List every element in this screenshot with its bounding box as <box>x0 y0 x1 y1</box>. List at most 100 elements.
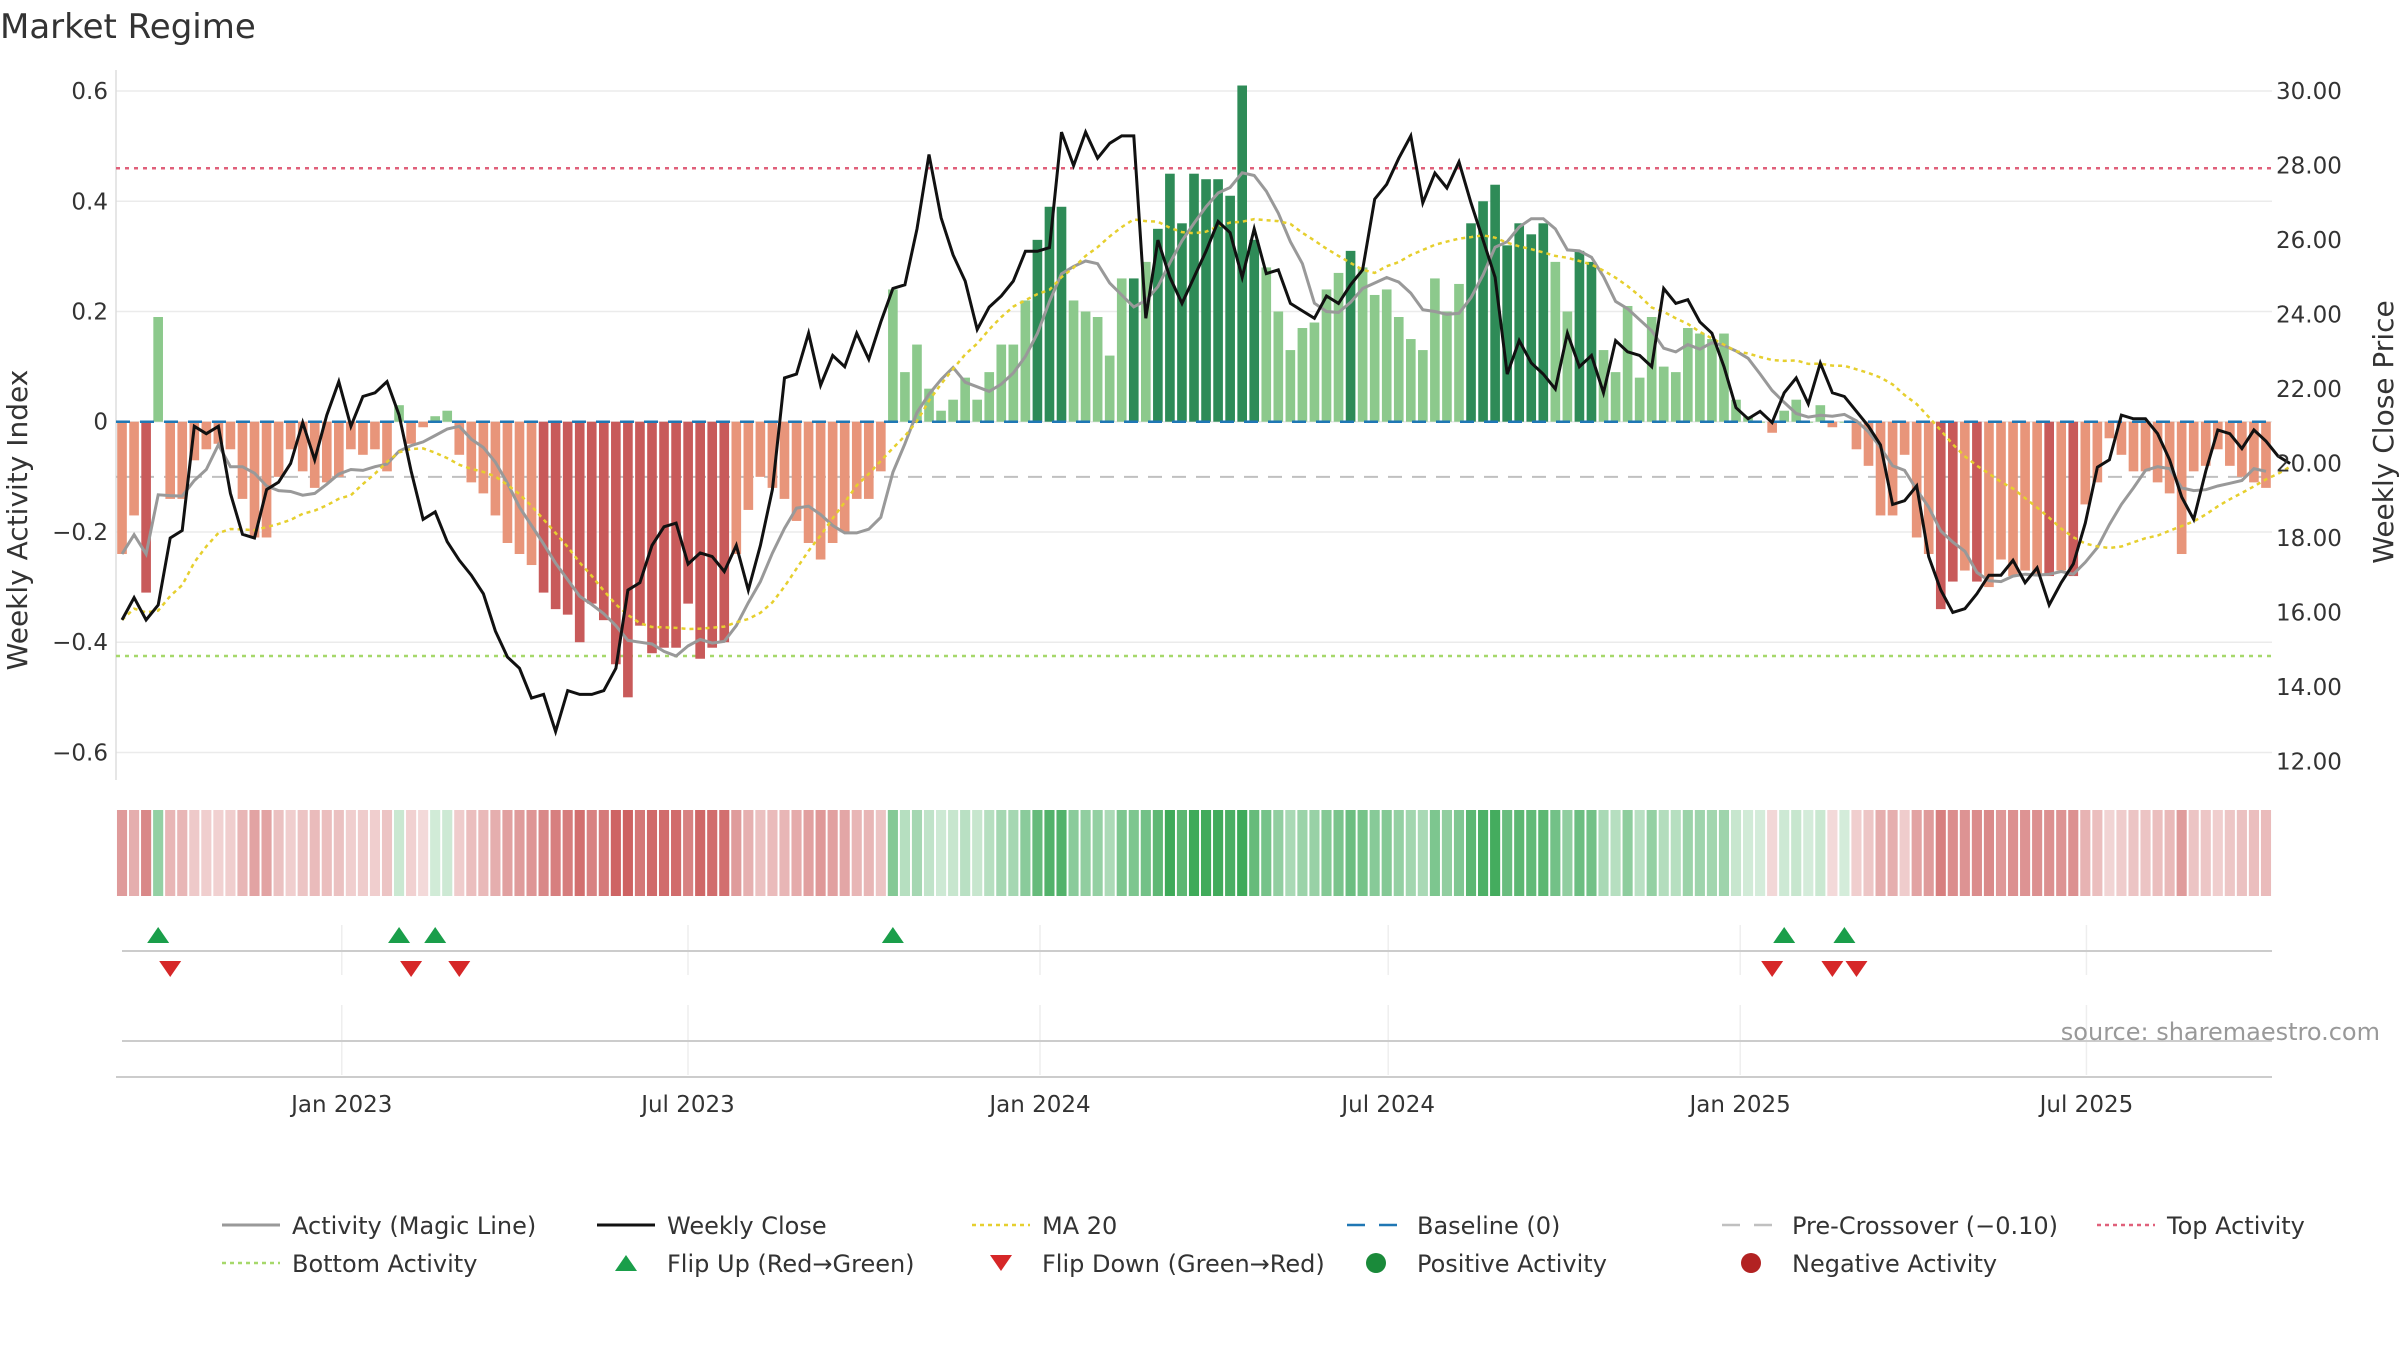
regime-cell <box>478 810 489 896</box>
regime-cell <box>1995 810 2007 896</box>
legend-label: Negative Activity <box>1792 1250 1997 1278</box>
activity-bar <box>1984 421 1994 588</box>
regime-cell <box>297 810 308 896</box>
activity-bar <box>1430 278 1440 422</box>
regime-cell <box>622 810 633 896</box>
regime-cell <box>875 810 886 896</box>
activity-bar <box>478 421 489 494</box>
regime-cell <box>1694 810 1705 896</box>
activity-bar <box>731 421 742 555</box>
regime-cell <box>1200 810 1212 896</box>
regime-cell <box>2140 810 2151 896</box>
regime-cell <box>237 810 248 896</box>
regime-cell <box>996 810 1007 896</box>
regime-cell <box>1706 810 1717 896</box>
activity-bar <box>1935 421 1946 610</box>
regime-cell <box>936 810 947 896</box>
regime-cell <box>1598 810 1609 896</box>
activity-bar <box>1923 421 1934 555</box>
regime-cell <box>1550 810 1561 896</box>
activity-bar <box>1502 245 1512 422</box>
activity-bar <box>285 421 296 450</box>
regime-cell <box>1008 810 1019 896</box>
magic-line <box>120 171 2267 658</box>
regime-cell <box>1490 810 1501 896</box>
activity-bar <box>1201 179 1211 422</box>
regime-cell <box>249 810 260 896</box>
activity-bar <box>1068 300 1079 422</box>
regime-cell <box>2128 810 2139 896</box>
flip-down-marker <box>448 961 471 977</box>
regime-cell <box>731 810 742 896</box>
regime-cell <box>1140 810 1151 896</box>
regime-cell <box>309 810 320 896</box>
activity-bar <box>1996 421 2006 560</box>
activity-bar <box>1634 377 1645 422</box>
right-axis-label: Weekly Close Price <box>2367 300 2400 563</box>
regime-cell <box>1309 810 1320 896</box>
regime-cell <box>1670 810 1681 896</box>
legend-swatch <box>615 1255 637 1271</box>
activity-bar <box>466 421 477 483</box>
activity-bar <box>321 421 332 483</box>
activity-bar <box>755 421 766 477</box>
right-axis-ticks: 30.00 28.00 26.00 24.00 22.00 20.00 18.00 16.00… <box>2276 79 2342 775</box>
right-tick-label: 18.00 <box>2276 526 2342 552</box>
activity-bar <box>671 421 681 648</box>
regime-cell <box>418 810 429 896</box>
regime-cell <box>803 810 814 896</box>
left-tick-label: 0.6 <box>71 79 108 105</box>
flip-markers-panel <box>122 925 2272 977</box>
regime-cell <box>1152 810 1163 896</box>
activity-bar <box>1225 195 1235 422</box>
activity-bar <box>1514 223 1525 422</box>
activity-bar <box>418 421 428 428</box>
regime-cell <box>1562 810 1573 896</box>
regime-cell <box>430 810 441 896</box>
regime-cell <box>1526 810 1537 896</box>
activity-bar <box>1309 322 1320 422</box>
activity-bar <box>225 421 236 450</box>
regime-cell <box>1803 810 1814 896</box>
regime-cell <box>1815 810 1826 896</box>
activity-bar <box>382 421 392 472</box>
regime-cell <box>1273 810 1284 896</box>
activity-bar <box>1791 399 1802 422</box>
activity-bar <box>1658 366 1669 422</box>
left-tick-label: 0.4 <box>71 189 108 215</box>
activity-bar <box>1767 421 1777 433</box>
regime-cell <box>923 810 935 896</box>
regime-cell <box>1935 810 1946 896</box>
regime-cell <box>1742 810 1754 896</box>
regime-cell <box>1465 810 1477 896</box>
activity-bar <box>514 421 525 555</box>
activity-bar <box>1273 311 1284 422</box>
regime-cell <box>634 810 646 896</box>
regime-cell <box>1682 810 1693 896</box>
activity-bar <box>1562 311 1573 422</box>
activity-bar <box>2080 421 2091 505</box>
activity-bar <box>1863 421 1874 466</box>
regime-cell <box>1068 810 1079 896</box>
regime-cell <box>815 810 826 896</box>
activity-bar <box>1381 289 1392 422</box>
regime-cell <box>393 810 405 896</box>
regime-cell <box>984 810 995 896</box>
regime-cell <box>2224 810 2235 896</box>
regime-cell <box>658 810 670 896</box>
activity-bar <box>1345 250 1356 422</box>
left-axis-label: Weekly Activity Index <box>1 370 34 671</box>
regime-cell <box>1116 810 1127 896</box>
activity-bar <box>1911 421 1922 538</box>
activity-bar <box>334 421 344 477</box>
regime-cell <box>948 810 959 896</box>
regime-cell <box>911 810 923 896</box>
regime-cell <box>2260 810 2272 896</box>
regime-cell <box>357 810 368 896</box>
activity-bar <box>1153 228 1163 422</box>
activity-bar <box>153 317 163 422</box>
activity-bar <box>1526 234 1537 422</box>
activity-bar <box>490 421 501 516</box>
activity-bar <box>2261 421 2271 488</box>
